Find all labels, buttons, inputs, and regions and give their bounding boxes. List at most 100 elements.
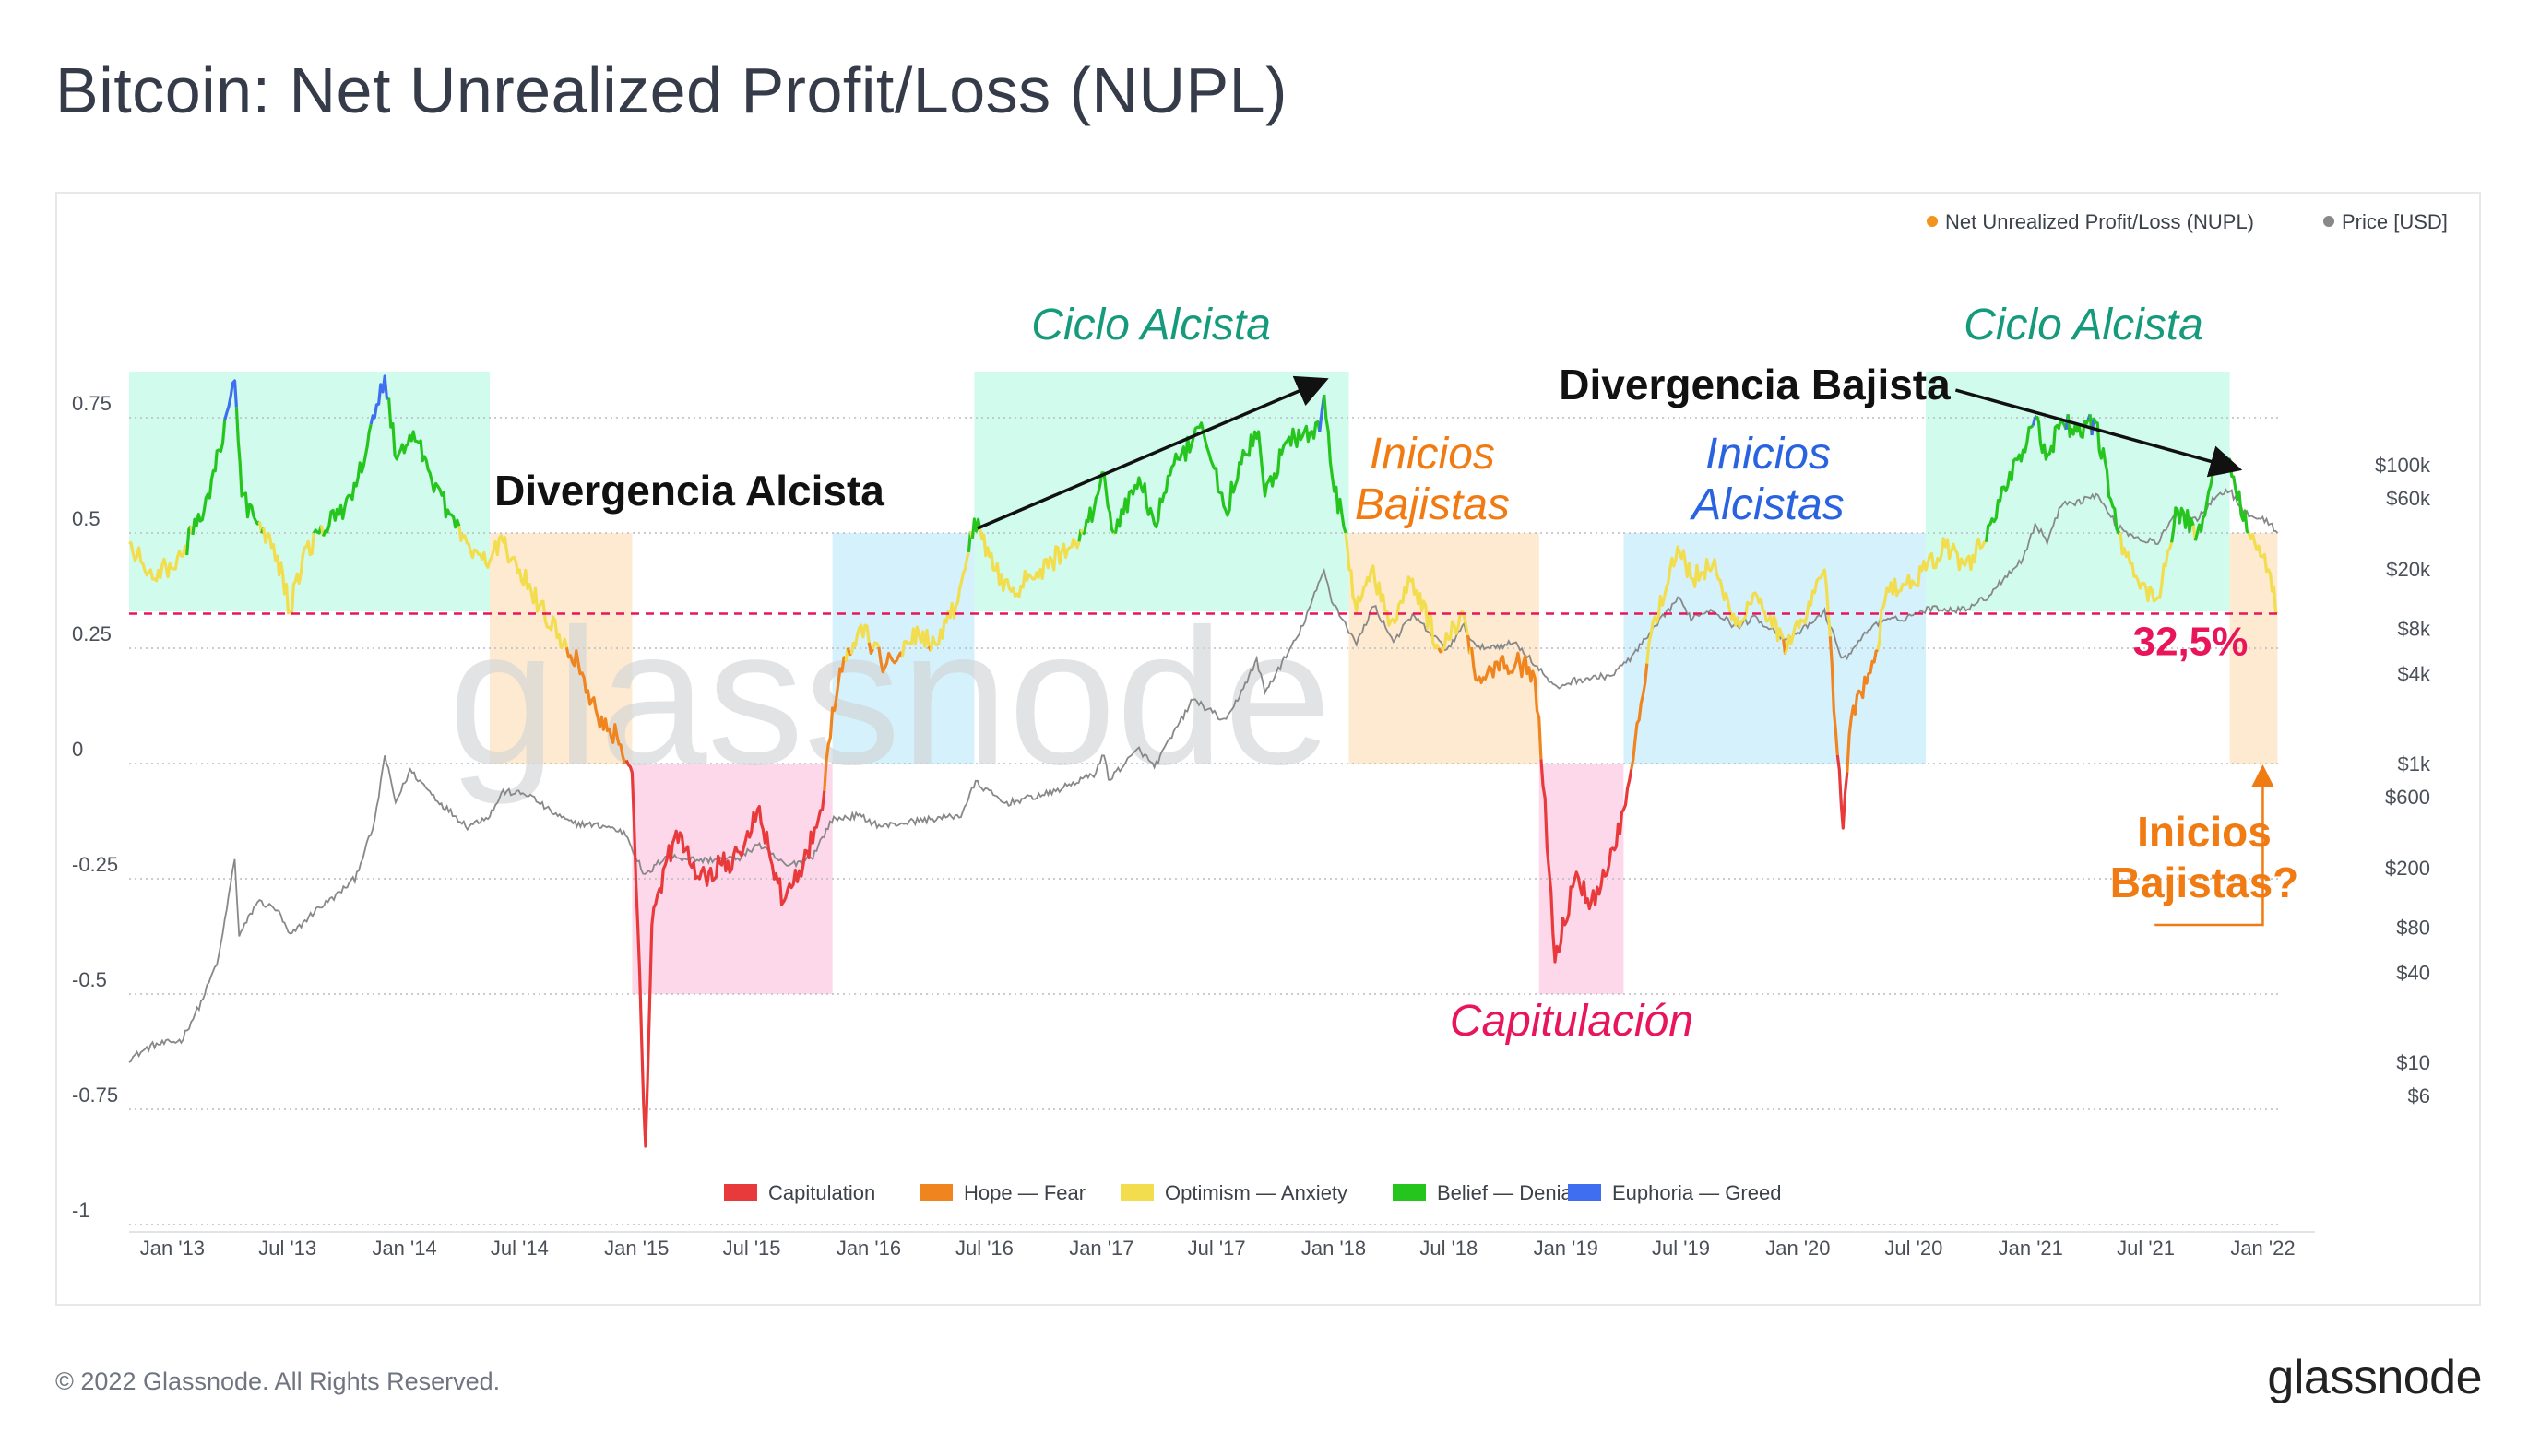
nupl-segment bbox=[457, 526, 568, 649]
x-tick-label: Jul '21 bbox=[2117, 1237, 2175, 1260]
nupl-segment bbox=[1846, 648, 1880, 773]
x-tick-label: Jul '18 bbox=[1419, 1237, 1478, 1260]
x-tick-label: Jul '19 bbox=[1652, 1237, 1710, 1260]
legend-top-dot bbox=[1927, 216, 1938, 227]
annotation-ciclo-alcista: Ciclo Alcista bbox=[1031, 301, 1271, 349]
nupl-segment bbox=[223, 379, 238, 420]
nupl-segment bbox=[312, 525, 323, 535]
legend-item-capitulation[interactable]: Capitulation bbox=[768, 1181, 875, 1204]
legend-item-hope-fear[interactable]: Hope — Fear bbox=[964, 1181, 1086, 1204]
y-right-tick-label: $1k bbox=[2398, 752, 2431, 775]
nupl-segment bbox=[1539, 759, 1633, 964]
nupl-segment bbox=[2066, 414, 2090, 440]
y-right-tick-label: $8k bbox=[2398, 618, 2431, 641]
nupl-segment bbox=[262, 527, 315, 616]
annotation-alcistas: Alcistas bbox=[1689, 480, 1844, 529]
phase-box-9 bbox=[1925, 372, 2230, 611]
x-tick-label: Jan '15 bbox=[604, 1237, 669, 1260]
x-tick-label: Jul '15 bbox=[723, 1237, 781, 1260]
y-left-tick-label: 0.75 bbox=[72, 392, 112, 415]
nupl-segment bbox=[2247, 532, 2279, 615]
nupl-segment bbox=[234, 407, 261, 526]
y-axis-left: 0.75 0.5 0.25 0 -0.25 -0.5 -0.75 -1 bbox=[72, 392, 118, 1222]
x-tick-label: Jan '20 bbox=[1765, 1237, 1830, 1260]
x-tick-label: Jan '14 bbox=[372, 1237, 436, 1260]
annotation-arrow-2 bbox=[1954, 388, 2243, 478]
legend-bottom[interactable]: Capitulation Hope — Fear Optimism — Anxiet… bbox=[724, 1181, 1781, 1204]
nupl-segment bbox=[1828, 636, 1839, 756]
x-tick-label: Jul '13 bbox=[258, 1237, 316, 1260]
nupl-segment bbox=[1985, 424, 2035, 542]
x-tick-label: Jan '19 bbox=[1534, 1237, 1598, 1260]
nupl-segment bbox=[1441, 610, 1470, 652]
legend-top-item-price-usd[interactable]: Price [USD] bbox=[2342, 210, 2448, 233]
nupl-segment bbox=[1323, 394, 1347, 534]
legend-swatch bbox=[1393, 1184, 1426, 1201]
nupl-segment bbox=[322, 423, 373, 538]
y-left-tick-label: -0.75 bbox=[72, 1083, 118, 1107]
annotation-bajistas: Bajistas? bbox=[2110, 858, 2299, 906]
annotations: Ciclo Alcista Ciclo Alcista Divergencia Al… bbox=[494, 301, 2298, 1046]
nupl-segment bbox=[128, 540, 189, 583]
nupl-segment bbox=[929, 551, 970, 652]
nupl-segment bbox=[1876, 537, 1987, 650]
x-tick-label: Jul '20 bbox=[1884, 1237, 1942, 1260]
nupl-segment bbox=[564, 646, 628, 764]
annotation-arrow-1 bbox=[977, 375, 1329, 530]
nupl-segment bbox=[867, 642, 874, 655]
legend-item-euphoria-greed[interactable]: Euphoria — Greed bbox=[1612, 1181, 1781, 1204]
nupl-segment bbox=[979, 528, 1081, 598]
nupl-segment bbox=[1630, 663, 1649, 770]
y-left-tick-label: 0.25 bbox=[72, 622, 112, 645]
annotation-ciclo-alcista: Ciclo Alcista bbox=[1964, 301, 2203, 349]
callout-arrow bbox=[2154, 764, 2274, 927]
legend-swatch bbox=[1121, 1184, 1154, 1201]
watermark: glassnode bbox=[448, 588, 1331, 805]
annotation-capitulaci-n: Capitulación bbox=[1450, 997, 1693, 1046]
nupl-segment bbox=[369, 374, 389, 425]
annotation-inicios: Inicios bbox=[2137, 808, 2272, 856]
nupl-segment bbox=[2092, 417, 2121, 535]
annotation-bajistas: Bajistas bbox=[1355, 480, 1510, 529]
price-line bbox=[128, 488, 2278, 1063]
annotation-inicios: Inicios bbox=[1370, 430, 1495, 479]
nupl-segment bbox=[1645, 545, 1786, 664]
nupl-segment bbox=[1784, 568, 1832, 656]
gridlines bbox=[129, 417, 2278, 1225]
legend-top[interactable]: Net Unrealized Profit/Loss (NUPL) Price [… bbox=[1927, 210, 2448, 233]
nupl-segment bbox=[900, 625, 931, 658]
nupl-segment bbox=[1437, 647, 1443, 654]
y-left-tick-label: -0.5 bbox=[72, 968, 107, 991]
phase-box-1 bbox=[129, 372, 490, 611]
nupl-segment bbox=[877, 646, 904, 674]
x-tick-label: Jul '17 bbox=[1188, 1237, 1246, 1260]
copyright: © 2022 Glassnode. All Rights Reserved. bbox=[55, 1367, 501, 1395]
nupl-segment bbox=[846, 647, 852, 657]
glassnode-logo[interactable]: glassnode bbox=[2267, 1351, 2482, 1404]
nupl-segment bbox=[823, 656, 848, 791]
y-left-tick-label: -0.25 bbox=[72, 853, 118, 876]
nupl-segment bbox=[1113, 420, 1322, 534]
price-series bbox=[128, 488, 2278, 1063]
legend-swatch bbox=[1568, 1184, 1601, 1201]
nupl-segment bbox=[1344, 532, 1441, 650]
x-tick-label: Jul '16 bbox=[955, 1237, 1014, 1260]
legend-item-optimism-anxiety[interactable]: Optimism — Anxiety bbox=[1165, 1181, 1347, 1204]
y-right-tick-label: $4k bbox=[2398, 662, 2431, 685]
nupl-segment bbox=[1835, 754, 1849, 830]
nupl-segment bbox=[2119, 532, 2174, 603]
y-right-tick-label: $10 bbox=[2396, 1051, 2430, 1074]
x-tick-label: Jan '22 bbox=[2230, 1237, 2295, 1260]
legend-top-item-net-unrealized-profit-loss-nupl[interactable]: Net Unrealized Profit/Loss (NUPL) bbox=[1945, 210, 2254, 233]
threshold-line: 32,5% bbox=[129, 612, 2278, 665]
x-tick-label: Jan '21 bbox=[1999, 1237, 2063, 1260]
legend-swatch bbox=[724, 1184, 757, 1201]
nupl-segment bbox=[624, 759, 826, 1148]
legend-item-belief-denial[interactable]: Belief — Denial bbox=[1437, 1181, 1577, 1204]
nupl-chart: glassnode 32,5% 0.75 0.5 0.25 0 -0.25 -0.5 -0.… bbox=[72, 210, 2448, 1260]
x-tick-label: Jan '17 bbox=[1069, 1237, 1133, 1260]
nupl-segment bbox=[1082, 471, 1115, 536]
annotation-divergencia-bajista: Divergencia Bajista bbox=[1559, 361, 1951, 408]
y-right-tick-label: $6 bbox=[2408, 1084, 2430, 1107]
legend-swatch bbox=[920, 1184, 953, 1201]
